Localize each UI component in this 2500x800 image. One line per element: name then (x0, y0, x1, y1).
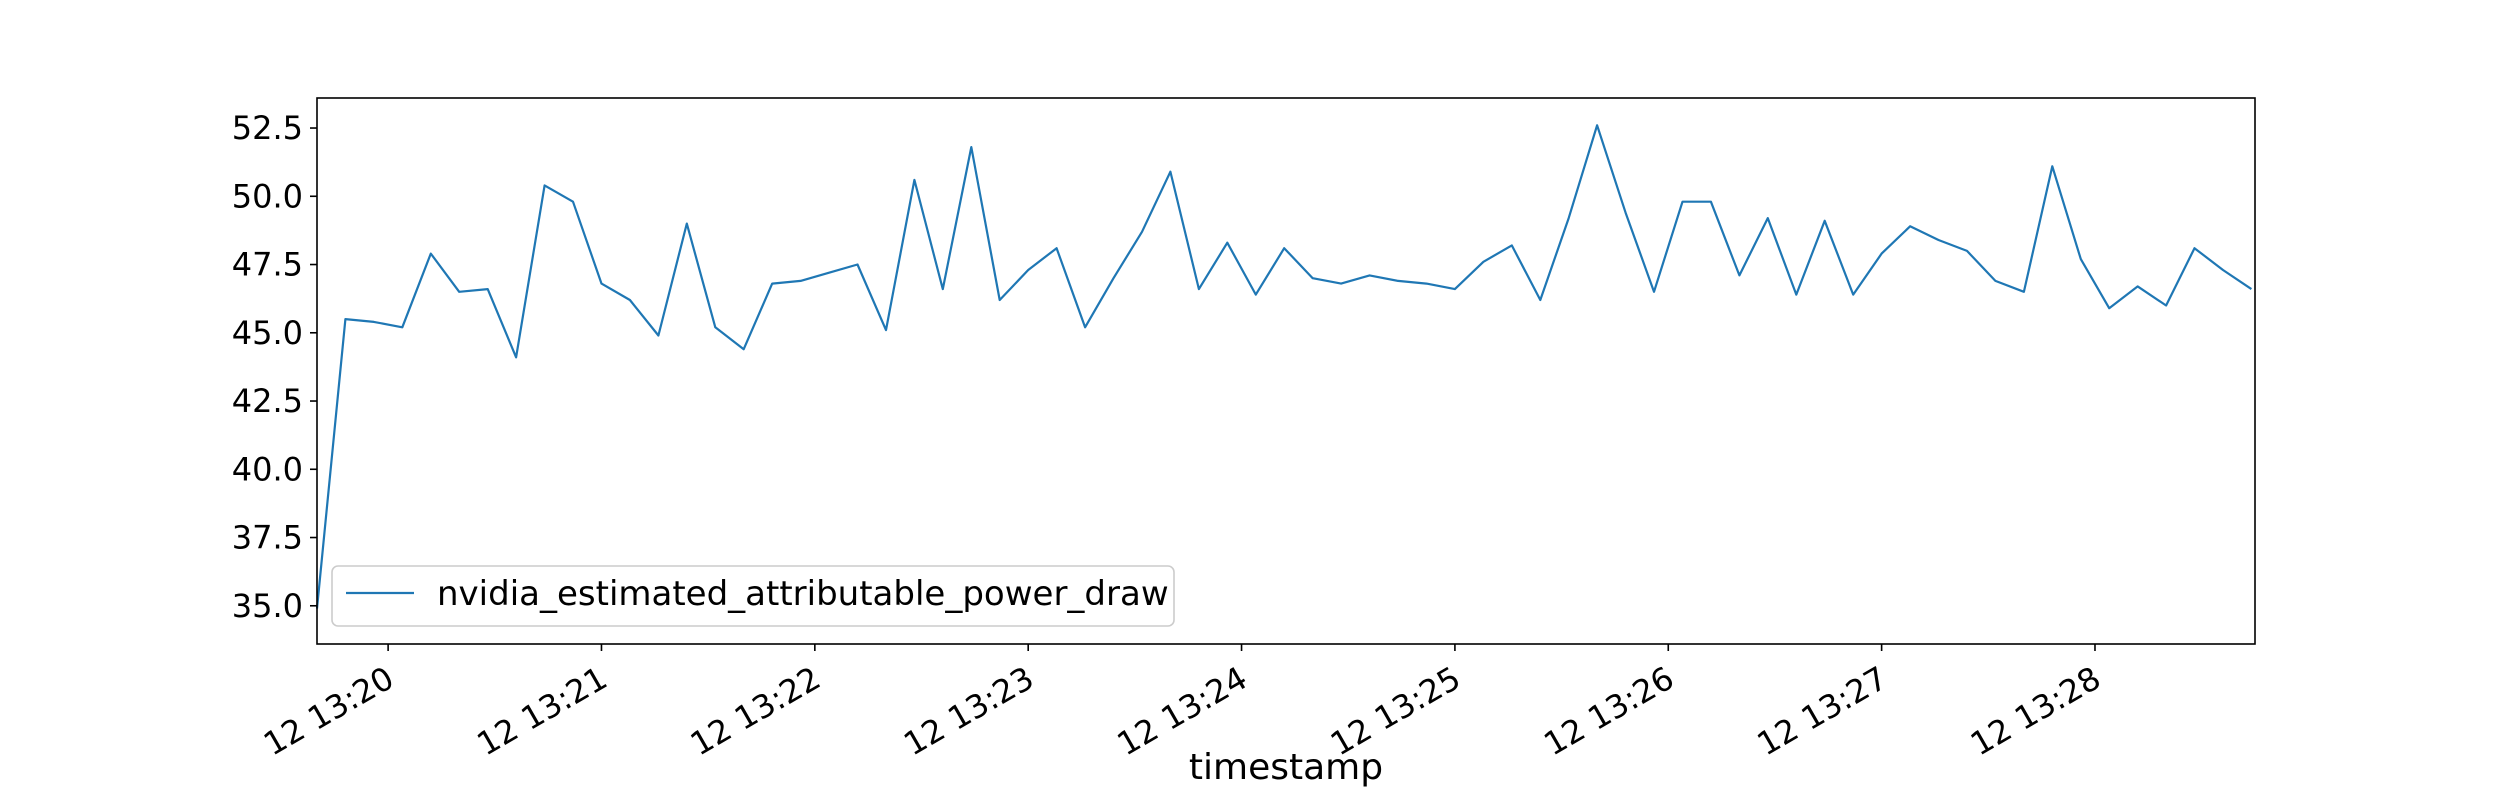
x-axis-title: timestamp (1189, 747, 1383, 788)
x-tick-label: 12 13:22 (684, 659, 827, 763)
x-tick-label: 12 13:27 (1751, 659, 1894, 763)
y-tick-label: 45.0 (232, 314, 303, 352)
plot-area (317, 98, 2255, 644)
y-tick-label: 42.5 (232, 382, 303, 420)
x-tick-label: 12 13:21 (471, 659, 614, 763)
legend: nvidia_estimated_attributable_power_draw (331, 565, 1175, 627)
legend-label: nvidia_estimated_attributable_power_draw (437, 574, 1169, 614)
y-tick-label: 35.0 (232, 587, 303, 625)
y-tick-label: 37.5 (232, 519, 303, 557)
y-tick-label: 50.0 (232, 177, 303, 215)
y-tick-label: 47.5 (232, 246, 303, 284)
series-line-0 (315, 124, 2253, 609)
legend-box (331, 565, 1175, 627)
x-axis: 12 13:20 12 13:21 12 13:22 12 13:23 12 13:24… (257, 644, 2107, 763)
x-tick-label: 12 13:23 (897, 659, 1040, 763)
y-axis: 35.0 37.5 40.0 42.5 45.0 47.5 50.0 52.5 (232, 109, 317, 625)
y-tick-label: 40.0 (232, 450, 303, 488)
x-tick-label: 12 13:28 (1964, 659, 2107, 763)
x-tick-label: 12 13:26 (1537, 659, 1680, 763)
x-tick-label: 12 13:20 (257, 659, 400, 763)
plot-frame (316, 97, 2256, 645)
y-tick-label: 52.5 (232, 109, 303, 147)
series-lines (315, 124, 2253, 609)
